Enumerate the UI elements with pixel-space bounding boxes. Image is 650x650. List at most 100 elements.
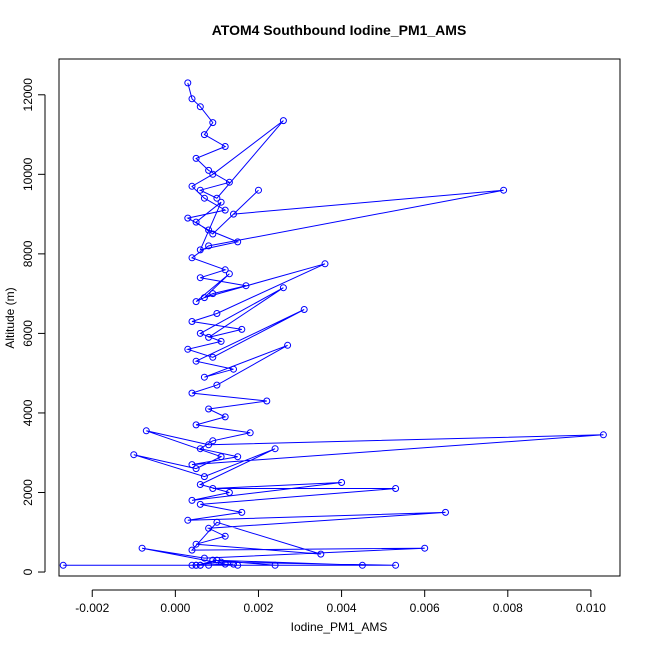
data-point: [246, 429, 254, 437]
data-point: [221, 560, 229, 568]
data-point: [196, 103, 204, 111]
data-point: [209, 556, 217, 564]
data-point: [192, 421, 200, 429]
data-point: [196, 561, 204, 569]
y-axis: 0 2000 4000 6000 8000 10000 12000: [21, 78, 46, 575]
y-tick-label: 6000: [21, 320, 35, 347]
data-point: [200, 554, 208, 562]
data-point: [59, 561, 67, 569]
data-point: [200, 131, 208, 139]
data-point: [188, 461, 196, 469]
data-point: [188, 389, 196, 397]
data-point: [196, 500, 204, 508]
data-point: [209, 119, 217, 127]
data-point: [188, 318, 196, 325]
data-point: [234, 453, 242, 461]
data-point: [200, 194, 208, 202]
data-point: [205, 405, 213, 413]
data-point: [188, 546, 196, 554]
data-point: [188, 182, 196, 190]
x-axis: -0.002 0.000 0.002 0.004 0.006 0.008 0.010: [75, 589, 606, 615]
data-point: [599, 431, 607, 439]
data-point: [271, 561, 279, 569]
data-point: [225, 270, 233, 278]
data-point: [188, 496, 196, 504]
data-point: [358, 561, 366, 569]
data-point: [209, 230, 217, 238]
y-tick-label: 10000: [21, 157, 35, 191]
y-tick-label: 0: [21, 568, 35, 575]
data-point: [442, 508, 449, 516]
y-tick-label: 4000: [21, 399, 35, 426]
data-point: [209, 485, 217, 492]
x-tick-label: 0.002: [243, 601, 273, 615]
data-point: [213, 310, 221, 317]
data-point: [238, 325, 246, 333]
data-point: [221, 532, 229, 540]
data-point: [317, 550, 325, 558]
data-point: [213, 381, 221, 389]
data-point: [205, 524, 213, 532]
data-point: [196, 445, 204, 453]
data-point: [242, 282, 250, 290]
data-point: [192, 298, 200, 306]
data-point: [196, 274, 204, 282]
data-point: [213, 194, 221, 202]
data-point: [196, 186, 204, 194]
x-tick-label: -0.002: [75, 601, 109, 615]
series-line: [63, 82, 604, 566]
data-point: [230, 560, 237, 568]
data-point: [300, 306, 308, 313]
data-point: [421, 544, 429, 552]
chart-title: ATOM4 Southbound Iodine_PM1_AMS: [212, 22, 467, 38]
data-point: [205, 166, 213, 174]
data-point: [188, 561, 196, 569]
data-point: [234, 238, 242, 246]
data-point: [130, 451, 138, 459]
data-point: [213, 518, 221, 526]
data-point: [188, 254, 196, 262]
data-point: [221, 413, 229, 421]
data-point: [217, 453, 225, 461]
data-point: [192, 218, 200, 226]
x-axis-label: Iodine_PM1_AMS: [291, 620, 388, 634]
data-point: [225, 178, 233, 186]
y-tick-label: 2000: [21, 479, 35, 506]
y-axis-label: Altitude (m): [3, 287, 17, 348]
data-point: [217, 198, 225, 206]
data-point: [192, 540, 200, 548]
data-point: [184, 345, 192, 353]
data-point: [238, 508, 246, 516]
plot-frame: [58, 58, 621, 577]
data-point: [338, 479, 346, 486]
data-point: [217, 558, 225, 566]
x-tick-label: 0.010: [576, 601, 606, 615]
data-point: [263, 397, 271, 405]
data-point: [196, 246, 204, 254]
data-point: [230, 365, 237, 373]
data-point: [255, 186, 262, 194]
data-point: [392, 561, 400, 569]
data-point: [279, 284, 287, 292]
data-point: [209, 170, 217, 178]
x-tick-label: 0.004: [327, 601, 357, 615]
x-tick-label: 0.008: [493, 601, 523, 615]
x-tick-label: 0.000: [160, 601, 190, 615]
data-point: [205, 441, 213, 449]
data-point: [200, 294, 208, 302]
data-point: [230, 210, 237, 218]
data-point: [271, 445, 279, 453]
data-point: [142, 427, 150, 435]
data-point: [225, 489, 233, 496]
data-point: [392, 485, 400, 492]
data-point: [138, 544, 146, 552]
data-point: [205, 242, 213, 250]
data-point: [196, 329, 204, 337]
data-point: [205, 333, 213, 341]
data-point: [192, 154, 200, 162]
x-tick-label: 0.006: [410, 601, 440, 615]
data-point: [200, 473, 208, 481]
series-layer: [59, 79, 607, 569]
data-point: [209, 353, 217, 361]
data-point: [209, 290, 217, 298]
